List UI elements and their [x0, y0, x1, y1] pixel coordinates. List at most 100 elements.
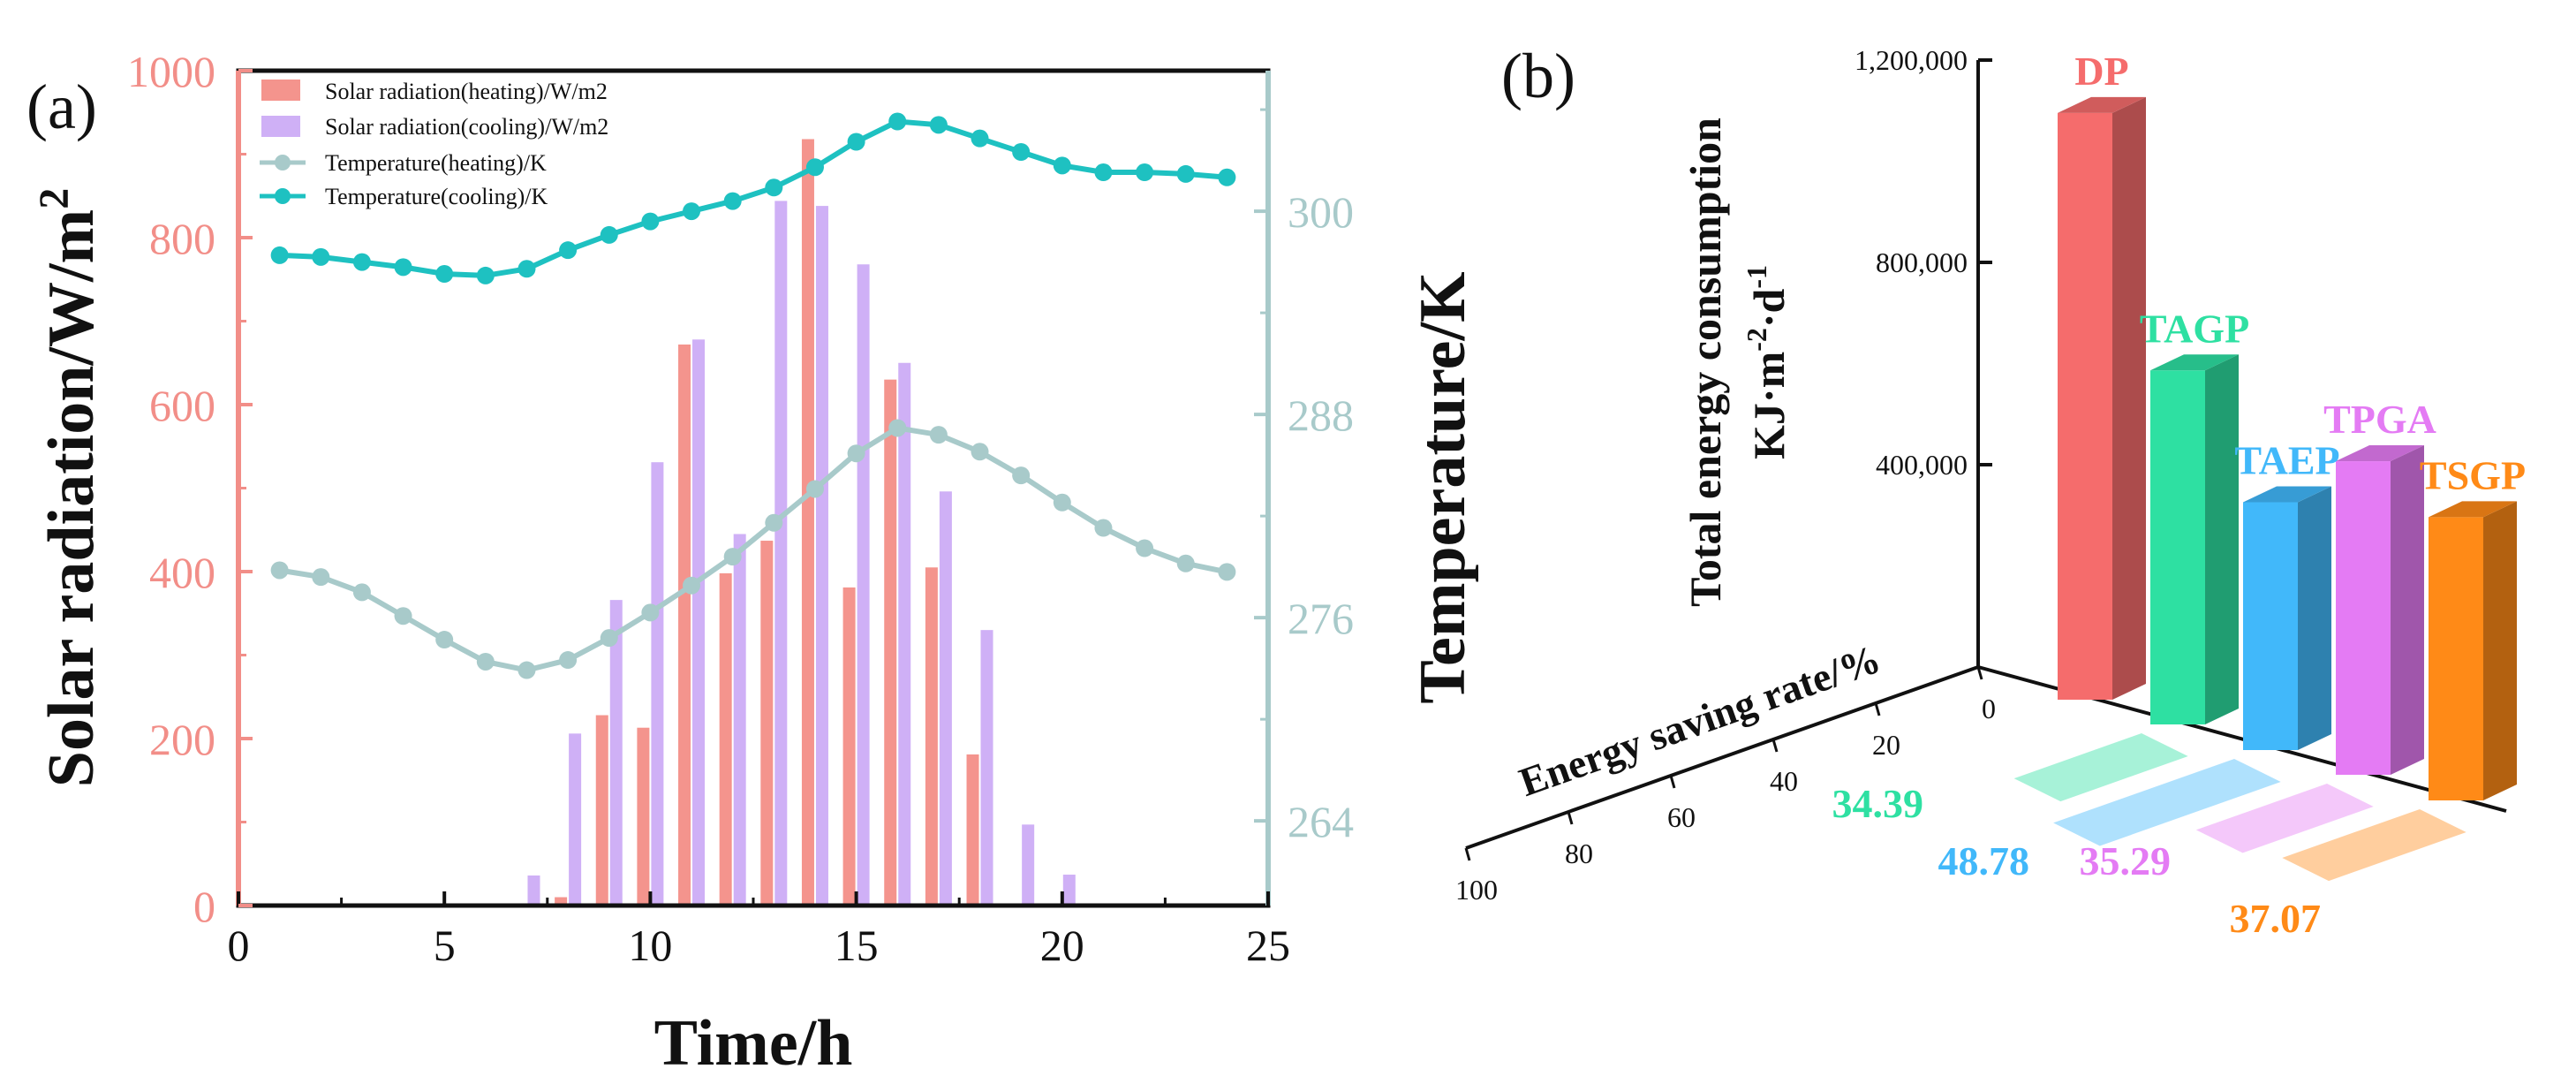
bar3d-top-dp [2058, 96, 2146, 113]
panel-b-bars [2058, 96, 2517, 800]
left-tick-label: 0 [193, 882, 215, 931]
point-temperature-cooling [600, 225, 618, 244]
bar-heating-radiation [884, 379, 897, 906]
panel-a-x-ticks: 0 5 10 15 20 25 [228, 891, 1290, 970]
z-title-kj: KJ·m [1744, 352, 1794, 459]
point-temperature-heating [1176, 554, 1195, 572]
bar-cooling-radiation [569, 733, 582, 906]
point-temperature-cooling [270, 246, 289, 264]
bar-cooling-radiation [527, 875, 540, 906]
point-temperature-cooling [435, 265, 454, 284]
z-title-sup1: -2 [1741, 328, 1772, 352]
left-tick-label: 1000 [127, 47, 215, 96]
point-temperature-cooling [723, 192, 742, 210]
point-temperature-heating [1012, 466, 1031, 485]
point-temperature-heating [352, 583, 371, 602]
x-tick-label: 10 [628, 921, 672, 970]
left-tick-label: 600 [149, 381, 215, 430]
x3d-tick-mark [1669, 775, 1676, 789]
right-tick-label: 276 [1288, 594, 1354, 643]
panel-b-floor-bars [2013, 733, 2466, 882]
left-tick-label: 800 [149, 214, 215, 263]
point-temperature-heating [1094, 519, 1113, 537]
bar-cooling-radiation [774, 201, 788, 906]
x3d-tick-label: 20 [1872, 729, 1900, 761]
bar-heating-radiation [637, 727, 650, 906]
bar-label-taep: TAEP [2234, 437, 2339, 482]
point-temperature-heating [888, 419, 907, 437]
bar3d-side-tagp [2205, 354, 2239, 724]
bar3d-side-tsgp [2483, 501, 2517, 800]
legend-swatch-heating-bar [261, 80, 300, 101]
bar-heating-radiation [678, 344, 691, 906]
panel-a-lines [270, 112, 1236, 679]
line-temperature-heating [279, 425, 1228, 673]
point-temperature-cooling [476, 266, 495, 284]
bar-heating-radiation [719, 572, 732, 906]
point-temperature-cooling [394, 258, 412, 277]
legend-swatch-cooling-bar [261, 116, 300, 137]
bar-cooling-radiation [857, 264, 870, 906]
point-temperature-cooling [847, 133, 865, 151]
right-tick-label: 264 [1288, 797, 1354, 846]
bar3d-front-tpga [2336, 461, 2391, 775]
floor-bar-tsgp [2282, 809, 2466, 882]
x3d-tick-mark [1464, 847, 1471, 861]
legend-label-cooling-bar: Solar radiation(cooling)/W/m2 [325, 114, 608, 140]
x3d-tick-label: 80 [1565, 838, 1593, 869]
x3d-tick-mark [1771, 739, 1779, 753]
panel-a-right-ticks: 264 276 288 300 [1254, 108, 1354, 846]
bar3d-top-tpga [2336, 445, 2424, 462]
z-tick-label: 400,000 [1876, 449, 1968, 481]
point-temperature-heating [559, 651, 578, 670]
bar3d-front-tagp [2150, 370, 2205, 724]
bar3d-front-tsgp [2429, 517, 2483, 800]
point-temperature-heating [1053, 493, 1071, 512]
legend-marker-cooling [275, 188, 291, 204]
bar-cooling-radiation [939, 491, 952, 906]
point-temperature-cooling [1094, 163, 1113, 182]
right-tick-label: 300 [1288, 187, 1354, 237]
left-tick-label: 400 [149, 548, 215, 597]
point-temperature-cooling [1012, 143, 1031, 162]
bar3d-side-taep [2298, 486, 2331, 750]
point-temperature-cooling [1218, 168, 1236, 186]
x3d-tick-label: 100 [1455, 874, 1498, 906]
bar-heating-radiation [555, 897, 568, 906]
bar3d-front-taep [2243, 502, 2298, 750]
point-temperature-cooling [805, 158, 824, 177]
point-temperature-heating [805, 480, 824, 498]
bar-heating-radiation [842, 587, 856, 906]
legend-label-heating-line: Temperature(heating)/K [325, 150, 547, 176]
point-temperature-heating [394, 607, 412, 625]
point-temperature-cooling [641, 212, 660, 231]
point-temperature-cooling [1176, 164, 1195, 183]
left-axis-title-sup: 2 [31, 188, 78, 209]
panel-b-z-ticks: 400,000 800,000 1,200,000 [1855, 44, 1992, 481]
left-axis-title: Solar radiation/W/m2 [31, 188, 108, 787]
z-axis-title-line1: Total energy consumption [1681, 117, 1730, 607]
bar-label-tpga: TPGA [2323, 397, 2436, 442]
x-tick-label: 5 [434, 921, 456, 970]
panel-a-label: (a) [26, 72, 97, 142]
z-tick-label: 800,000 [1876, 246, 1968, 278]
legend: Solar radiation(heating)/W/m2 Solar radi… [260, 79, 608, 209]
point-temperature-heating [765, 513, 783, 532]
point-temperature-cooling [352, 253, 371, 271]
z-title-sup2: -1 [1741, 265, 1772, 289]
point-temperature-cooling [559, 241, 578, 260]
bar3d-side-tpga [2391, 445, 2424, 775]
point-temperature-heating [476, 652, 495, 671]
point-temperature-heating [1218, 563, 1236, 581]
bar-cooling-radiation [651, 462, 664, 906]
point-temperature-cooling [683, 202, 701, 221]
saving-rate-label-tsgp: 37.07 [2230, 896, 2322, 941]
floor-bar-tagp [2013, 733, 2188, 802]
z-tick-label: 1,200,000 [1855, 44, 1968, 76]
x-tick-label: 20 [1040, 921, 1084, 970]
point-temperature-heating [1136, 539, 1154, 557]
point-temperature-cooling [929, 116, 948, 134]
point-temperature-cooling [312, 247, 330, 266]
saving-rate-label-taep: 48.78 [1938, 838, 2030, 883]
